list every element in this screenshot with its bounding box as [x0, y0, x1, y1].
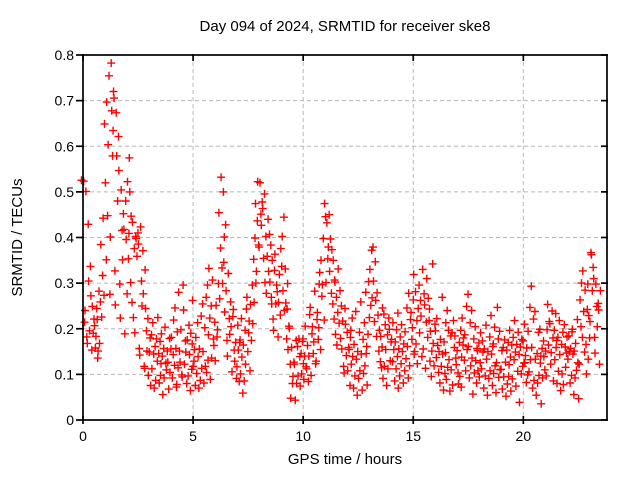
x-tick-label: 10 [295, 428, 311, 444]
y-axis-label: SRMTID / TECUs [9, 178, 26, 296]
y-tick-label: 0.5 [55, 184, 75, 200]
chart-title: Day 094 of 2024, SRMTID for receiver ske… [200, 18, 491, 35]
y-tick-label: 0.7 [55, 93, 75, 109]
x-tick-label: 20 [516, 428, 532, 444]
y-tick-label: 0.2 [55, 321, 75, 337]
axis-tick-labels: 0 5 10 15 20 0 0.1 0.2 0.3 0.4 0.5 0.6 0.7 0.8 [55, 47, 532, 444]
scatter-points-srmtid [77, 59, 605, 408]
y-tick-label: 0.8 [55, 47, 75, 63]
axis-ticks [76, 54, 608, 424]
x-tick-label: 5 [189, 428, 197, 444]
y-tick-label: 0 [66, 412, 74, 428]
y-tick-label: 0.4 [55, 230, 75, 246]
y-tick-label: 0.3 [55, 275, 75, 291]
x-axis-label: GPS time / hours [288, 451, 402, 468]
x-tick-label: 0 [79, 428, 87, 444]
y-tick-label: 0.1 [55, 366, 75, 382]
x-tick-label: 15 [405, 428, 421, 444]
grid-lines [83, 55, 607, 420]
y-tick-label: 0.6 [55, 138, 75, 154]
